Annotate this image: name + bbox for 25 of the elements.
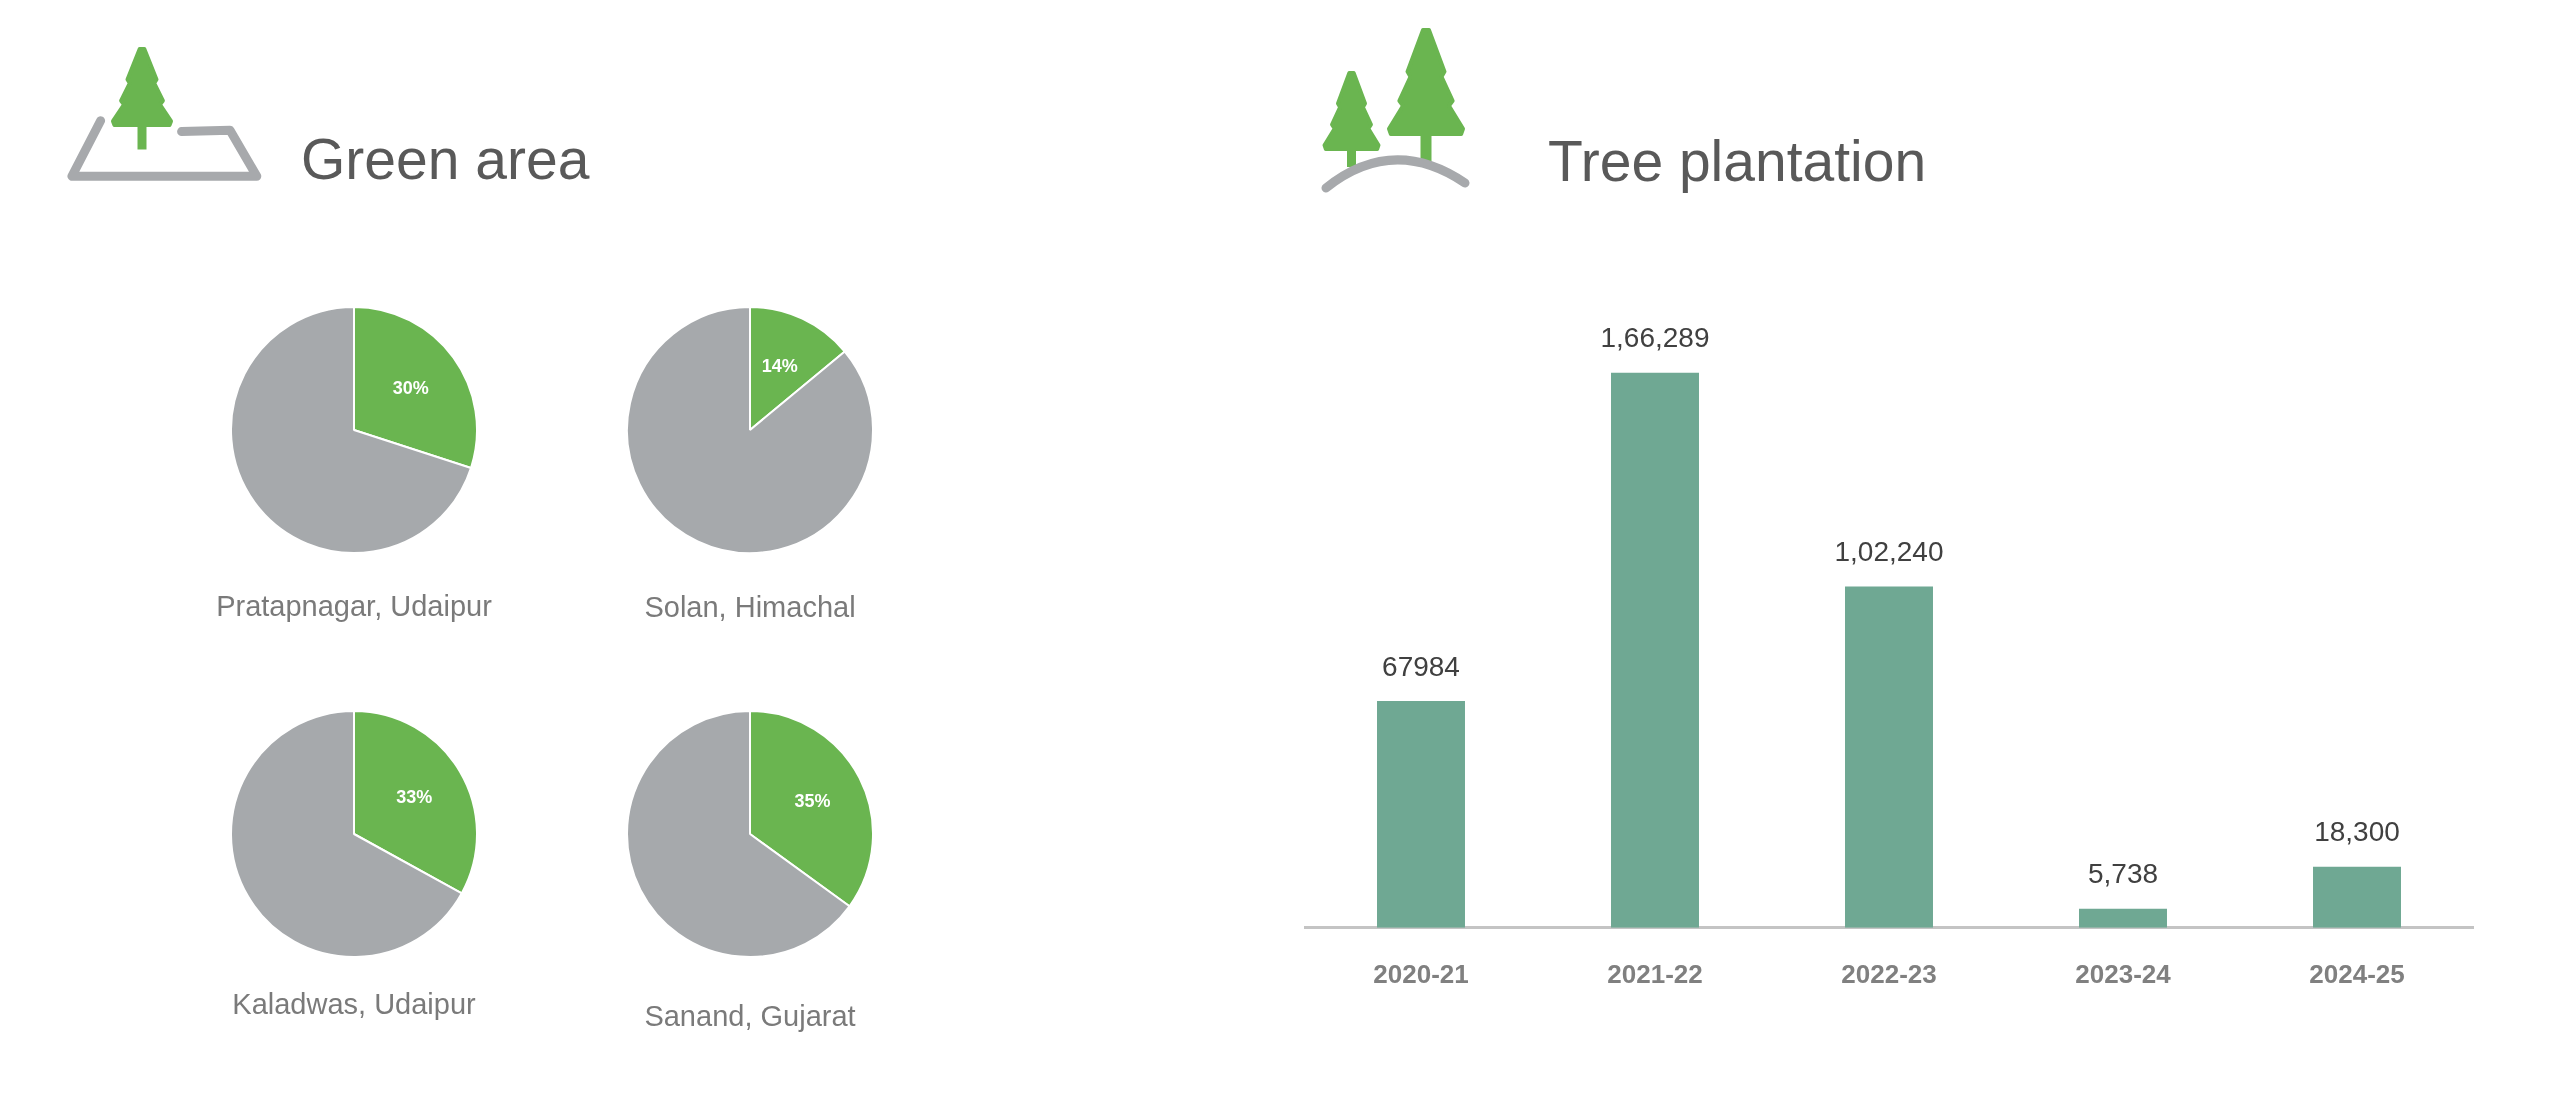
text: Kaladwas, Udaipur (232, 988, 476, 1020)
x-tick-label: 2020-21 (1373, 958, 1469, 989)
x-tick-label: 2024-25 (2309, 958, 2405, 989)
data-label: 18,300 (2314, 816, 2400, 848)
text: Solan, Himachal (644, 591, 856, 623)
bar (1845, 586, 1933, 928)
x-tick-label: 2023-24 (2075, 958, 2172, 989)
x-tick-label: 2022-23 (1841, 958, 1937, 989)
chart-title: Tree plantation (1548, 129, 1927, 193)
data-label: 67984 (1382, 650, 1460, 682)
data-label: 5,738 (2087, 858, 2159, 890)
data-label: 30% (392, 377, 429, 398)
chart-title: Green area (301, 127, 590, 191)
data-label: 14% (761, 355, 798, 376)
text: Pratapnagar, Udaipur (216, 590, 492, 622)
data-label: 1,66,289 (1600, 322, 1710, 354)
bar (2313, 866, 2401, 928)
data-label: 1,02,240 (1834, 536, 1944, 568)
data-label: 35% (794, 791, 831, 812)
bar (1377, 700, 1465, 928)
bar (2079, 908, 2167, 928)
x-tick-label: 2021-22 (1607, 958, 1703, 989)
bar (1611, 372, 1699, 928)
text: Sanand, Gujarat (644, 1000, 856, 1032)
data-label: 33% (396, 787, 433, 808)
